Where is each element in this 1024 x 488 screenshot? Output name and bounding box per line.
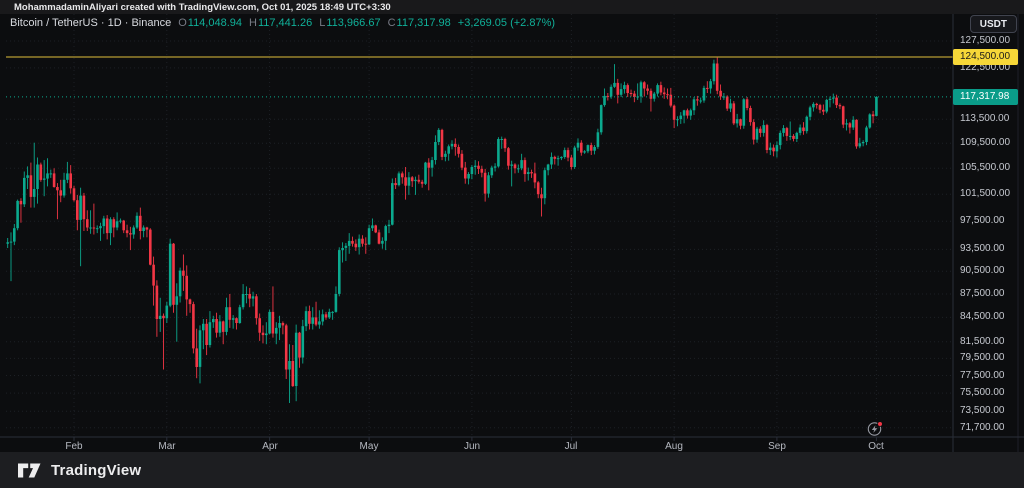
price-tick-label: 77,500.00	[960, 370, 1005, 381]
time-tick-label: Aug	[665, 441, 683, 452]
tradingview-logo-icon[interactable]	[17, 462, 42, 479]
close-value: 117,317.98	[396, 17, 451, 29]
open-value: 114,048.94	[187, 17, 243, 29]
price-tick-label: 113,500.00	[960, 113, 1010, 124]
price-tick-label: 97,500.00	[960, 215, 1005, 226]
price-tick-label: 122,500.00	[960, 62, 1011, 73]
time-tick-label: Apr	[262, 441, 278, 452]
price-tick-label: 71,700.00	[960, 422, 1005, 433]
currency-button[interactable]: USDT	[969, 15, 1017, 33]
price-tick-label: 81,500.00	[960, 336, 1005, 347]
price-tick-label: 101,500.00	[960, 188, 1011, 199]
time-tick-label: Jul	[564, 441, 578, 452]
open-label: O	[178, 17, 187, 29]
clock-bolt-icon	[867, 421, 883, 436]
price-tick-label: 93,500.00	[960, 243, 1005, 254]
price-tick-label: 105,500.00	[960, 162, 1011, 173]
brand-name[interactable]: TradingView	[51, 461, 142, 479]
time-tick-label: Mar	[158, 441, 176, 452]
time-tick-label: Oct	[868, 441, 884, 452]
change-value: +3,269.05 (+2.87%)	[457, 17, 556, 29]
time-tick-label: Jun	[463, 441, 481, 452]
price-tick-label: 84,500.00	[960, 311, 1005, 322]
low-label: L	[319, 17, 326, 29]
price-tick-label: 127,500.00	[960, 35, 1011, 46]
attribution-bar: MohammadaminAliyari created with Trading…	[0, 0, 1024, 14]
footer-bar: TradingView	[0, 452, 1024, 488]
price-tick-label: 73,500.00	[960, 405, 1005, 416]
high-value: 117,441.26	[257, 17, 313, 29]
price-tick-label: 87,500.00	[960, 288, 1005, 299]
price-tick-label: 109,500.00	[960, 137, 1011, 148]
price-tick-label: 79,500.00	[960, 352, 1005, 363]
price-tick-label: 90,500.00	[960, 265, 1005, 276]
time-tick-label: Feb	[65, 441, 83, 452]
time-tick-label: May	[359, 441, 379, 452]
attribution-text: MohammadaminAliyari created with Trading…	[14, 1, 391, 13]
market-status-icon[interactable]	[866, 420, 884, 438]
alert-price-label: 124,500.00	[953, 49, 1018, 65]
symbol-title[interactable]: Bitcoin / TetherUS · 1D · Binance	[10, 17, 172, 29]
chart-legend[interactable]: Bitcoin / TetherUS · 1D · Binance O 114,…	[10, 17, 555, 29]
high-label: H	[249, 17, 257, 29]
last-price-label: 117,317.98	[953, 89, 1018, 105]
close-label: C	[387, 17, 396, 29]
candlestick-series	[6, 57, 878, 403]
time-tick-label: Sep	[768, 441, 786, 452]
low-value: 113,966.67	[326, 17, 381, 29]
price-tick-label: 75,500.00	[960, 387, 1005, 398]
